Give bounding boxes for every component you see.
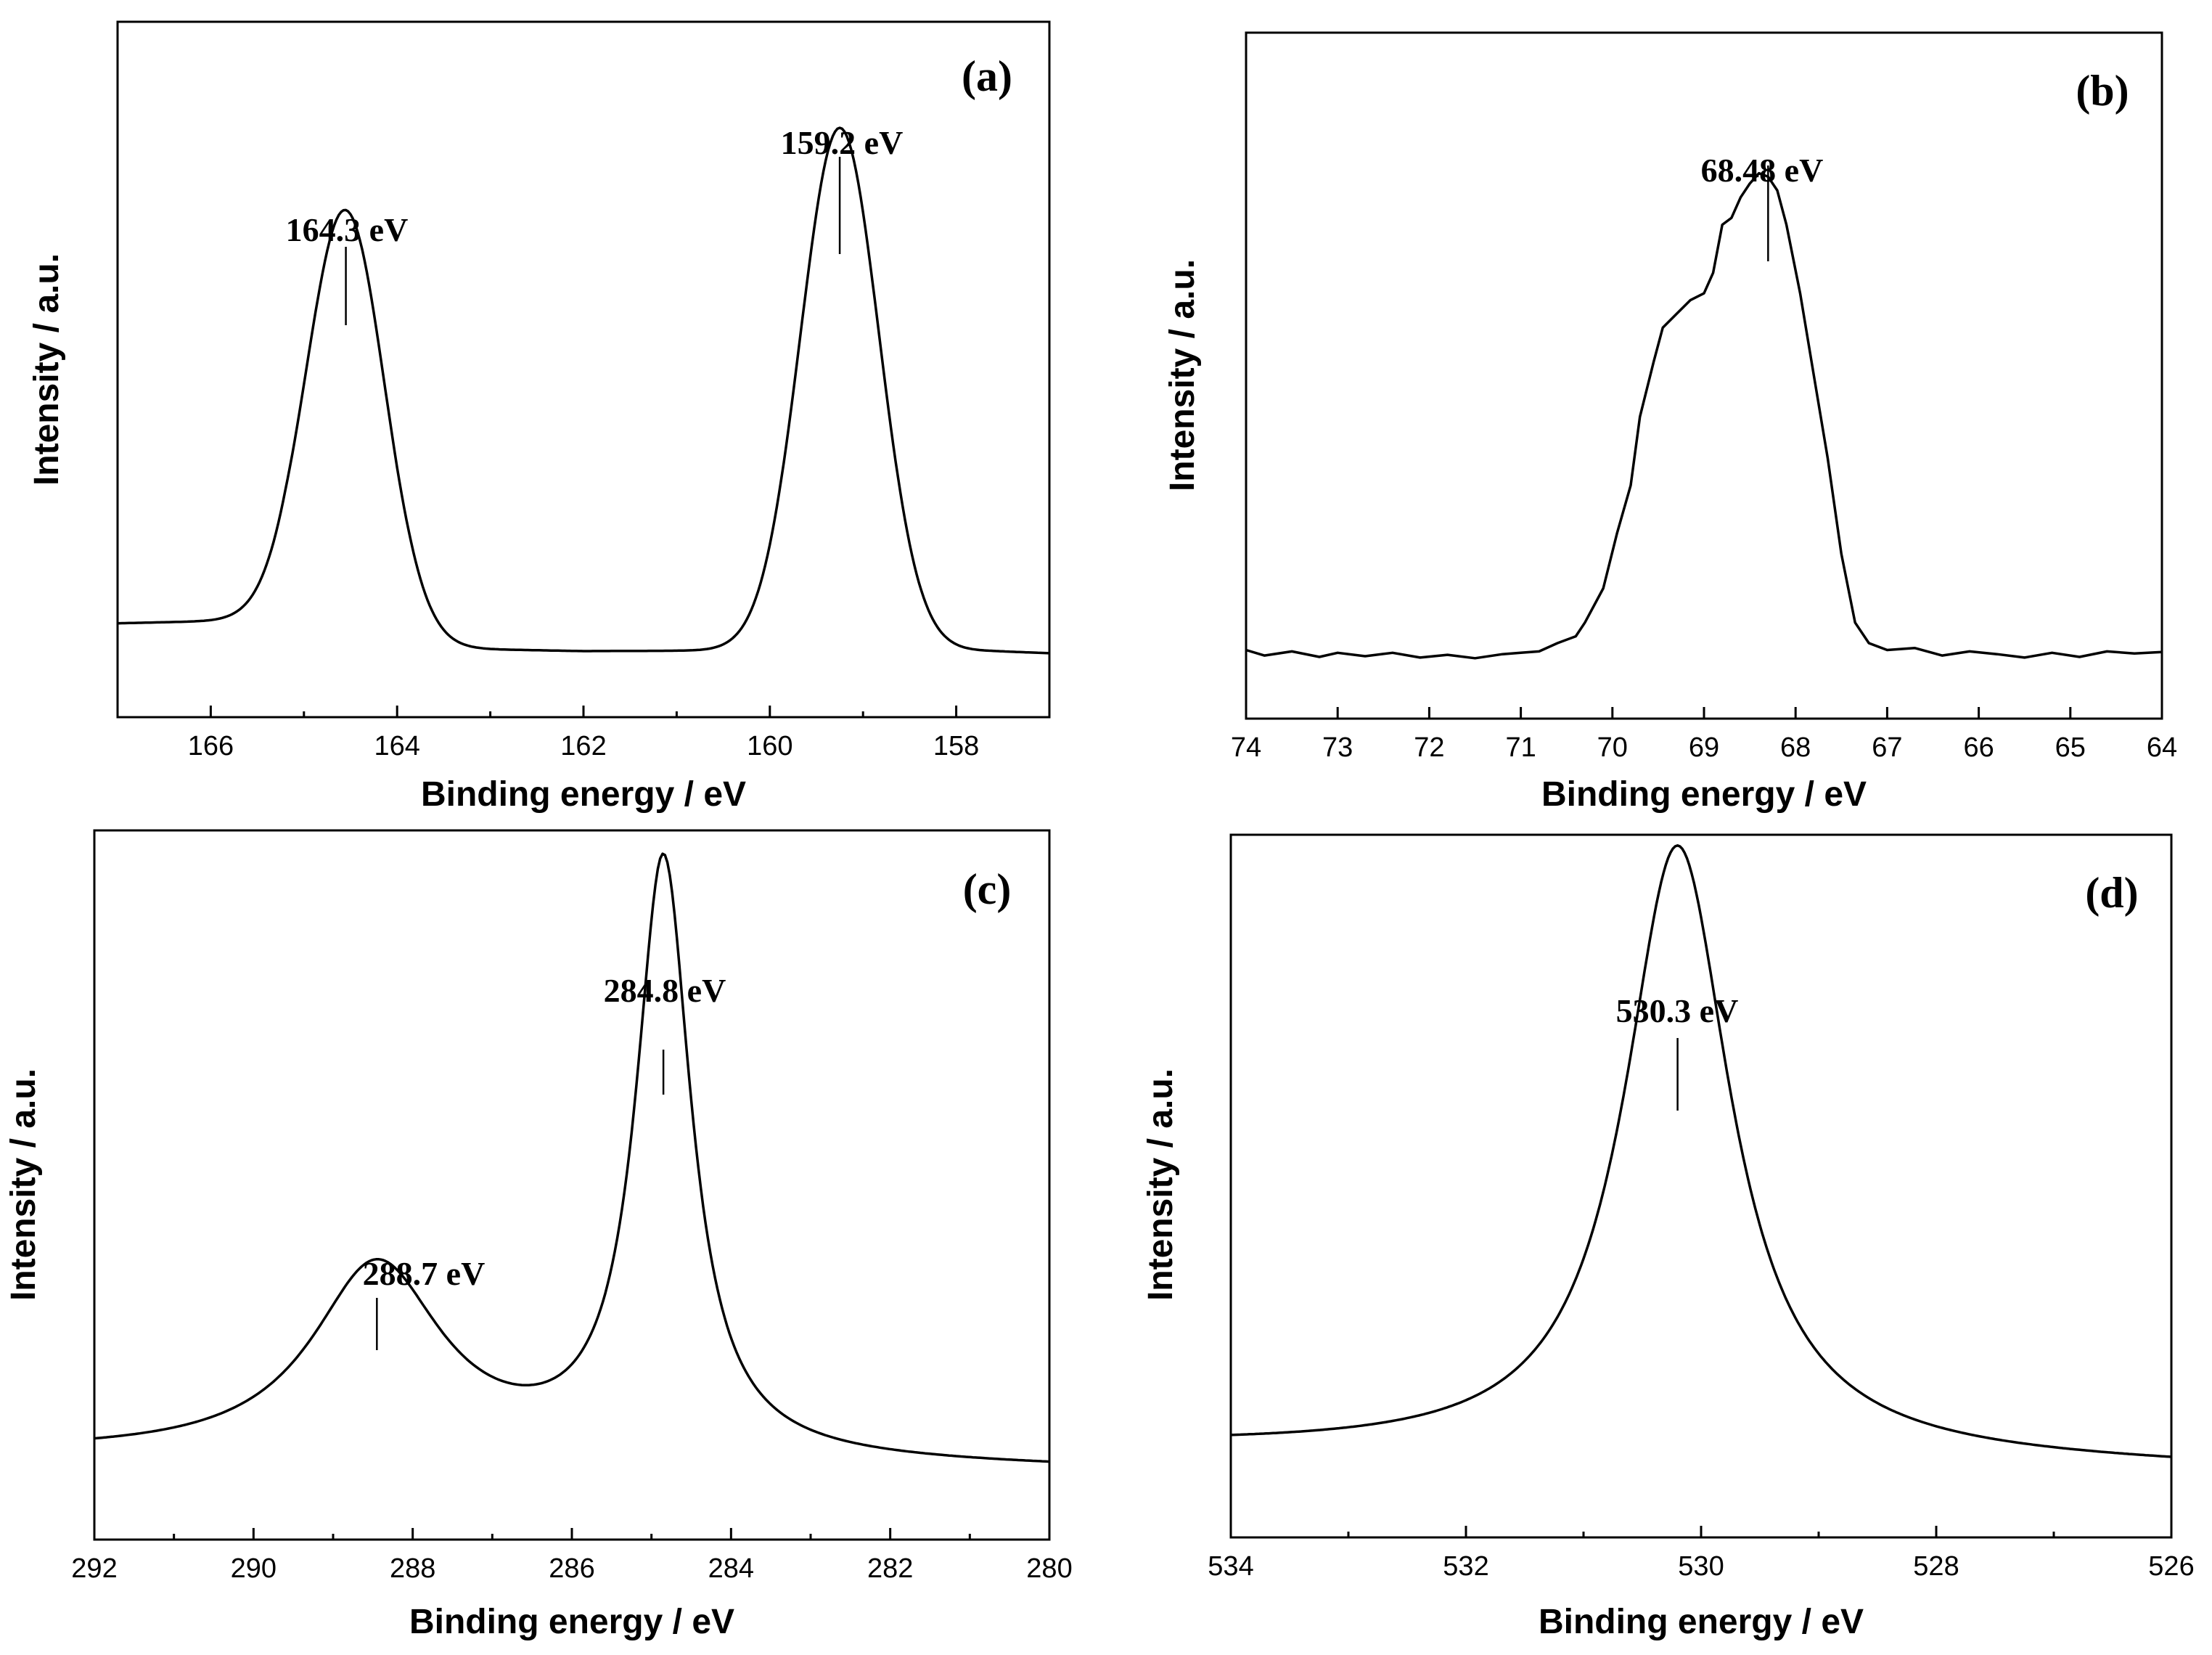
plot-frame [93,829,1051,1541]
x-tick-label: 286 [549,1553,594,1584]
plot-frame [1229,833,2173,1539]
x-tick-label: 528 [1913,1551,1959,1582]
spectrum-line [1230,844,2172,1458]
x-tick-label: 284 [708,1553,754,1584]
x-tick-label: 69 [1689,732,1719,763]
peak-label: 288.7 eV [363,1255,486,1292]
x-tick-label: 526 [2148,1551,2194,1582]
y-axis-label: Intensity / a.u. [1163,259,1202,491]
x-tick-label: 66 [1963,732,1994,763]
x-axis-label: Binding energy / eV [421,775,746,814]
x-axis-label: Binding energy / eV [1541,775,1867,814]
peak-label: 159.2 eV [781,124,904,161]
peak-label: 284.8 eV [604,972,726,1009]
panel-label: (c) [963,865,1012,913]
x-tick-label: 280 [1026,1553,1072,1584]
x-tick-label: 160 [747,731,792,761]
x-tick-label: 534 [1208,1551,1253,1582]
x-tick-label: 64 [2147,732,2177,763]
x-tick-label: 290 [231,1553,276,1584]
x-axis-label: Binding energy / eV [409,1603,734,1641]
y-axis-label: Intensity / a.u. [1142,1068,1180,1301]
x-tick-label: 292 [71,1553,117,1584]
x-tick-label: 288 [390,1553,435,1584]
panel-label: (a) [962,52,1012,100]
x-axis-label: Binding energy / eV [1539,1603,1864,1641]
x-tick-label: 164 [374,731,419,761]
x-tick-label: 65 [2055,732,2086,763]
x-tick-label: 70 [1597,732,1628,763]
x-tick-label: 166 [188,731,234,761]
plot-frame [116,20,1051,719]
peak-label: 164.3 eV [286,211,409,248]
plot-frame [1245,31,2163,720]
y-axis-label: Intensity / a.u. [28,253,66,486]
panel-a: 166 164 162 160 158 Binding energy / eV Intens… [28,20,1051,814]
x-tick-label: 530 [1678,1551,1724,1582]
peak-label: 68.48 eV [1701,152,1824,189]
y-axis-label: Intensity / a.u. [4,1068,43,1301]
x-tick-label: 532 [1443,1551,1488,1582]
peak-label: 530.3 eV [1616,992,1739,1029]
x-tick-label: 71 [1505,732,1536,763]
panel-b: 74 73 72 71 70 69 68 67 66 65 64 Binding energy / e… [1163,31,2177,814]
panel-label: (b) [2076,67,2129,115]
panel-d: 534 532 530 528 526 Binding energy / eV Intens… [1142,833,2195,1641]
x-tick-label: 162 [560,731,606,761]
x-tick-label: 67 [1872,732,1902,763]
panel-c: 292 290 288 286 284 282 280 Binding energy / eV… [4,829,1073,1641]
spectrum-line [117,126,1050,655]
x-tick-label: 68 [1780,732,1811,763]
x-tick-label: 158 [933,731,979,761]
x-tick-label: 73 [1322,732,1353,763]
x-tick-label: 74 [1231,732,1261,763]
spectrum-line [1245,171,2163,660]
x-tick-label: 72 [1414,732,1444,763]
spectrum-line [94,852,1050,1463]
panel-label: (d) [2085,869,2138,917]
x-tick-label: 282 [867,1553,913,1584]
